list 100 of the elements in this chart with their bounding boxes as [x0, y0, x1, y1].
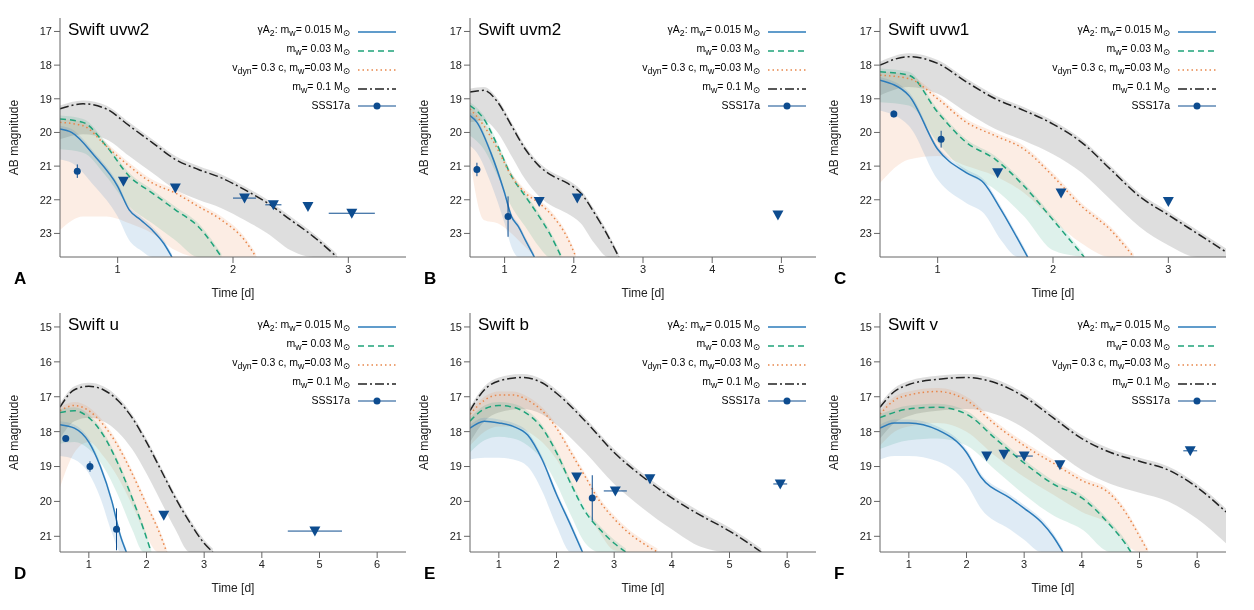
y-tick-label: 19 — [449, 92, 462, 105]
legend-label: SSS17a — [721, 98, 760, 114]
x-tick-label: 1 — [495, 557, 502, 570]
y-tick-label: 19 — [39, 92, 52, 105]
point — [62, 435, 70, 443]
point — [998, 449, 1010, 460]
point — [644, 474, 656, 485]
y-tick-label: 21 — [39, 160, 52, 173]
y-tick-label: 20 — [39, 126, 52, 139]
x-tick-label: 6 — [1194, 557, 1201, 570]
point — [772, 210, 784, 221]
x-tick-label: 4 — [258, 557, 265, 570]
x-tick-label: 1 — [501, 262, 508, 275]
chart-title: Swift u — [68, 315, 120, 335]
x-tick-label: 3 — [1165, 262, 1172, 275]
y-axis-title: AB magnitude — [7, 394, 22, 471]
legend-label: m$_{w}$= 0.03 M$_{⊙}$ — [286, 41, 350, 60]
point — [473, 165, 481, 173]
legend-label: γA$_{2}$: m$_{w}$= 0.015 M$_{⊙}$ — [257, 22, 350, 41]
y-tick-label: 15 — [859, 320, 872, 333]
x-tick-label: 3 — [639, 262, 647, 275]
y-tick-label: 17 — [449, 25, 462, 38]
y-tick-label: 17 — [859, 25, 872, 38]
legend-label: v$_{dyn}$= 0.3 c, m$_{w}$=0.03 M$_{⊙}$ — [1052, 60, 1170, 79]
text: C — [834, 269, 847, 289]
legend-label: SSS17a — [721, 393, 760, 409]
text: F — [834, 564, 845, 584]
legend-label: m$_{w}$= 0.1 M$_{⊙}$ — [1112, 79, 1170, 98]
chart-title: Swift b — [478, 315, 530, 335]
y-axis-title: AB magnitude — [417, 99, 432, 176]
x-tick-label: 2 — [1049, 262, 1057, 275]
y-tick-label: 22 — [859, 193, 872, 206]
x-tick-label: 3 — [345, 262, 352, 275]
chart-title: Swift v — [888, 315, 939, 335]
legend-label: γA$_{2}$: m$_{w}$= 0.015 M$_{⊙}$ — [667, 317, 760, 336]
y-tick-label: 20 — [39, 495, 52, 508]
x-tick-label: 6 — [374, 557, 381, 570]
y-tick-label: 18 — [39, 425, 52, 438]
point — [309, 526, 321, 537]
y-tick-label: 18 — [449, 425, 462, 438]
legend-label: v$_{dyn}$= 0.3 c, m$_{w}$=0.03 M$_{⊙}$ — [232, 60, 350, 79]
y-tick-label: 21 — [449, 160, 462, 173]
x-tick-label: 3 — [611, 557, 618, 570]
legend-label: v$_{dyn}$= 0.3 c, m$_{w}$=0.03 M$_{⊙}$ — [232, 355, 350, 374]
y-tick-label: 19 — [39, 460, 52, 473]
legend-label: m$_{w}$= 0.1 M$_{⊙}$ — [702, 79, 760, 98]
point — [267, 200, 279, 211]
y-tick-label: 18 — [859, 425, 872, 438]
legend-label: SSS17a — [311, 98, 350, 114]
x-axis-title: Time [d] — [211, 581, 255, 595]
point — [609, 486, 621, 497]
y-tick-label: 16 — [859, 355, 872, 368]
point — [1184, 446, 1196, 457]
chart-title: Swift uvw2 — [68, 20, 150, 40]
y-tick-label: 22 — [39, 193, 52, 206]
legend-label: m$_{w}$= 0.03 M$_{⊙}$ — [696, 41, 760, 60]
x-axis-title: Time [d] — [211, 286, 255, 300]
legend-label: m$_{w}$= 0.03 M$_{⊙}$ — [286, 336, 350, 355]
y-tick-label: 17 — [449, 390, 462, 403]
text: D — [14, 564, 27, 584]
point — [774, 479, 786, 490]
legend-label: γA$_{2}$: m$_{w}$= 0.015 M$_{⊙}$ — [1077, 22, 1170, 41]
y-tick-label: 18 — [39, 59, 52, 72]
y-tick-label: 20 — [449, 495, 462, 508]
point — [1018, 451, 1030, 462]
point — [1055, 188, 1067, 199]
x-tick-label: 2 — [553, 557, 560, 570]
legend-label: SSS17a — [1131, 98, 1170, 114]
legend-label: v$_{dyn}$= 0.3 c, m$_{w}$=0.03 M$_{⊙}$ — [642, 60, 760, 79]
legend-label: m$_{w}$= 0.1 M$_{⊙}$ — [292, 374, 350, 393]
point — [73, 167, 81, 175]
y-tick-label: 21 — [449, 530, 462, 543]
point — [533, 196, 545, 207]
legend-label: γA$_{2}$: m$_{w}$= 0.015 M$_{⊙}$ — [1077, 317, 1170, 336]
y-tick-label: 20 — [449, 126, 462, 139]
y-axis-title: AB magnitude — [7, 99, 22, 176]
point — [937, 135, 945, 143]
y-tick-label: 17 — [859, 390, 872, 403]
y-axis-title: AB magnitude — [827, 394, 842, 471]
x-tick-label: 5 — [1136, 557, 1143, 570]
y-tick-label: 23 — [449, 227, 462, 240]
x-tick-label: 1 — [85, 557, 92, 570]
x-tick-label: 5 — [726, 557, 733, 570]
x-tick-label: 5 — [316, 557, 323, 570]
legend-label: m$_{w}$= 0.03 M$_{⊙}$ — [1106, 41, 1170, 60]
y-tick-label: 19 — [859, 92, 872, 105]
y-tick-label: 23 — [859, 227, 872, 240]
y-tick-label: 18 — [449, 59, 462, 72]
x-tick-label: 3 — [201, 557, 208, 570]
x-tick-label: 4 — [709, 262, 716, 275]
x-tick-label: 1 — [934, 262, 941, 275]
x-tick-label: 2 — [229, 262, 237, 275]
text: A — [14, 269, 27, 289]
x-tick-label: 2 — [570, 262, 577, 275]
x-tick-label: 4 — [668, 557, 675, 570]
y-tick-label: 16 — [39, 355, 52, 368]
legend-label: γA$_{2}$: m$_{w}$= 0.015 M$_{⊙}$ — [257, 317, 350, 336]
point — [1162, 196, 1174, 207]
y-tick-label: 22 — [449, 193, 462, 206]
x-tick-label: 6 — [784, 557, 791, 570]
